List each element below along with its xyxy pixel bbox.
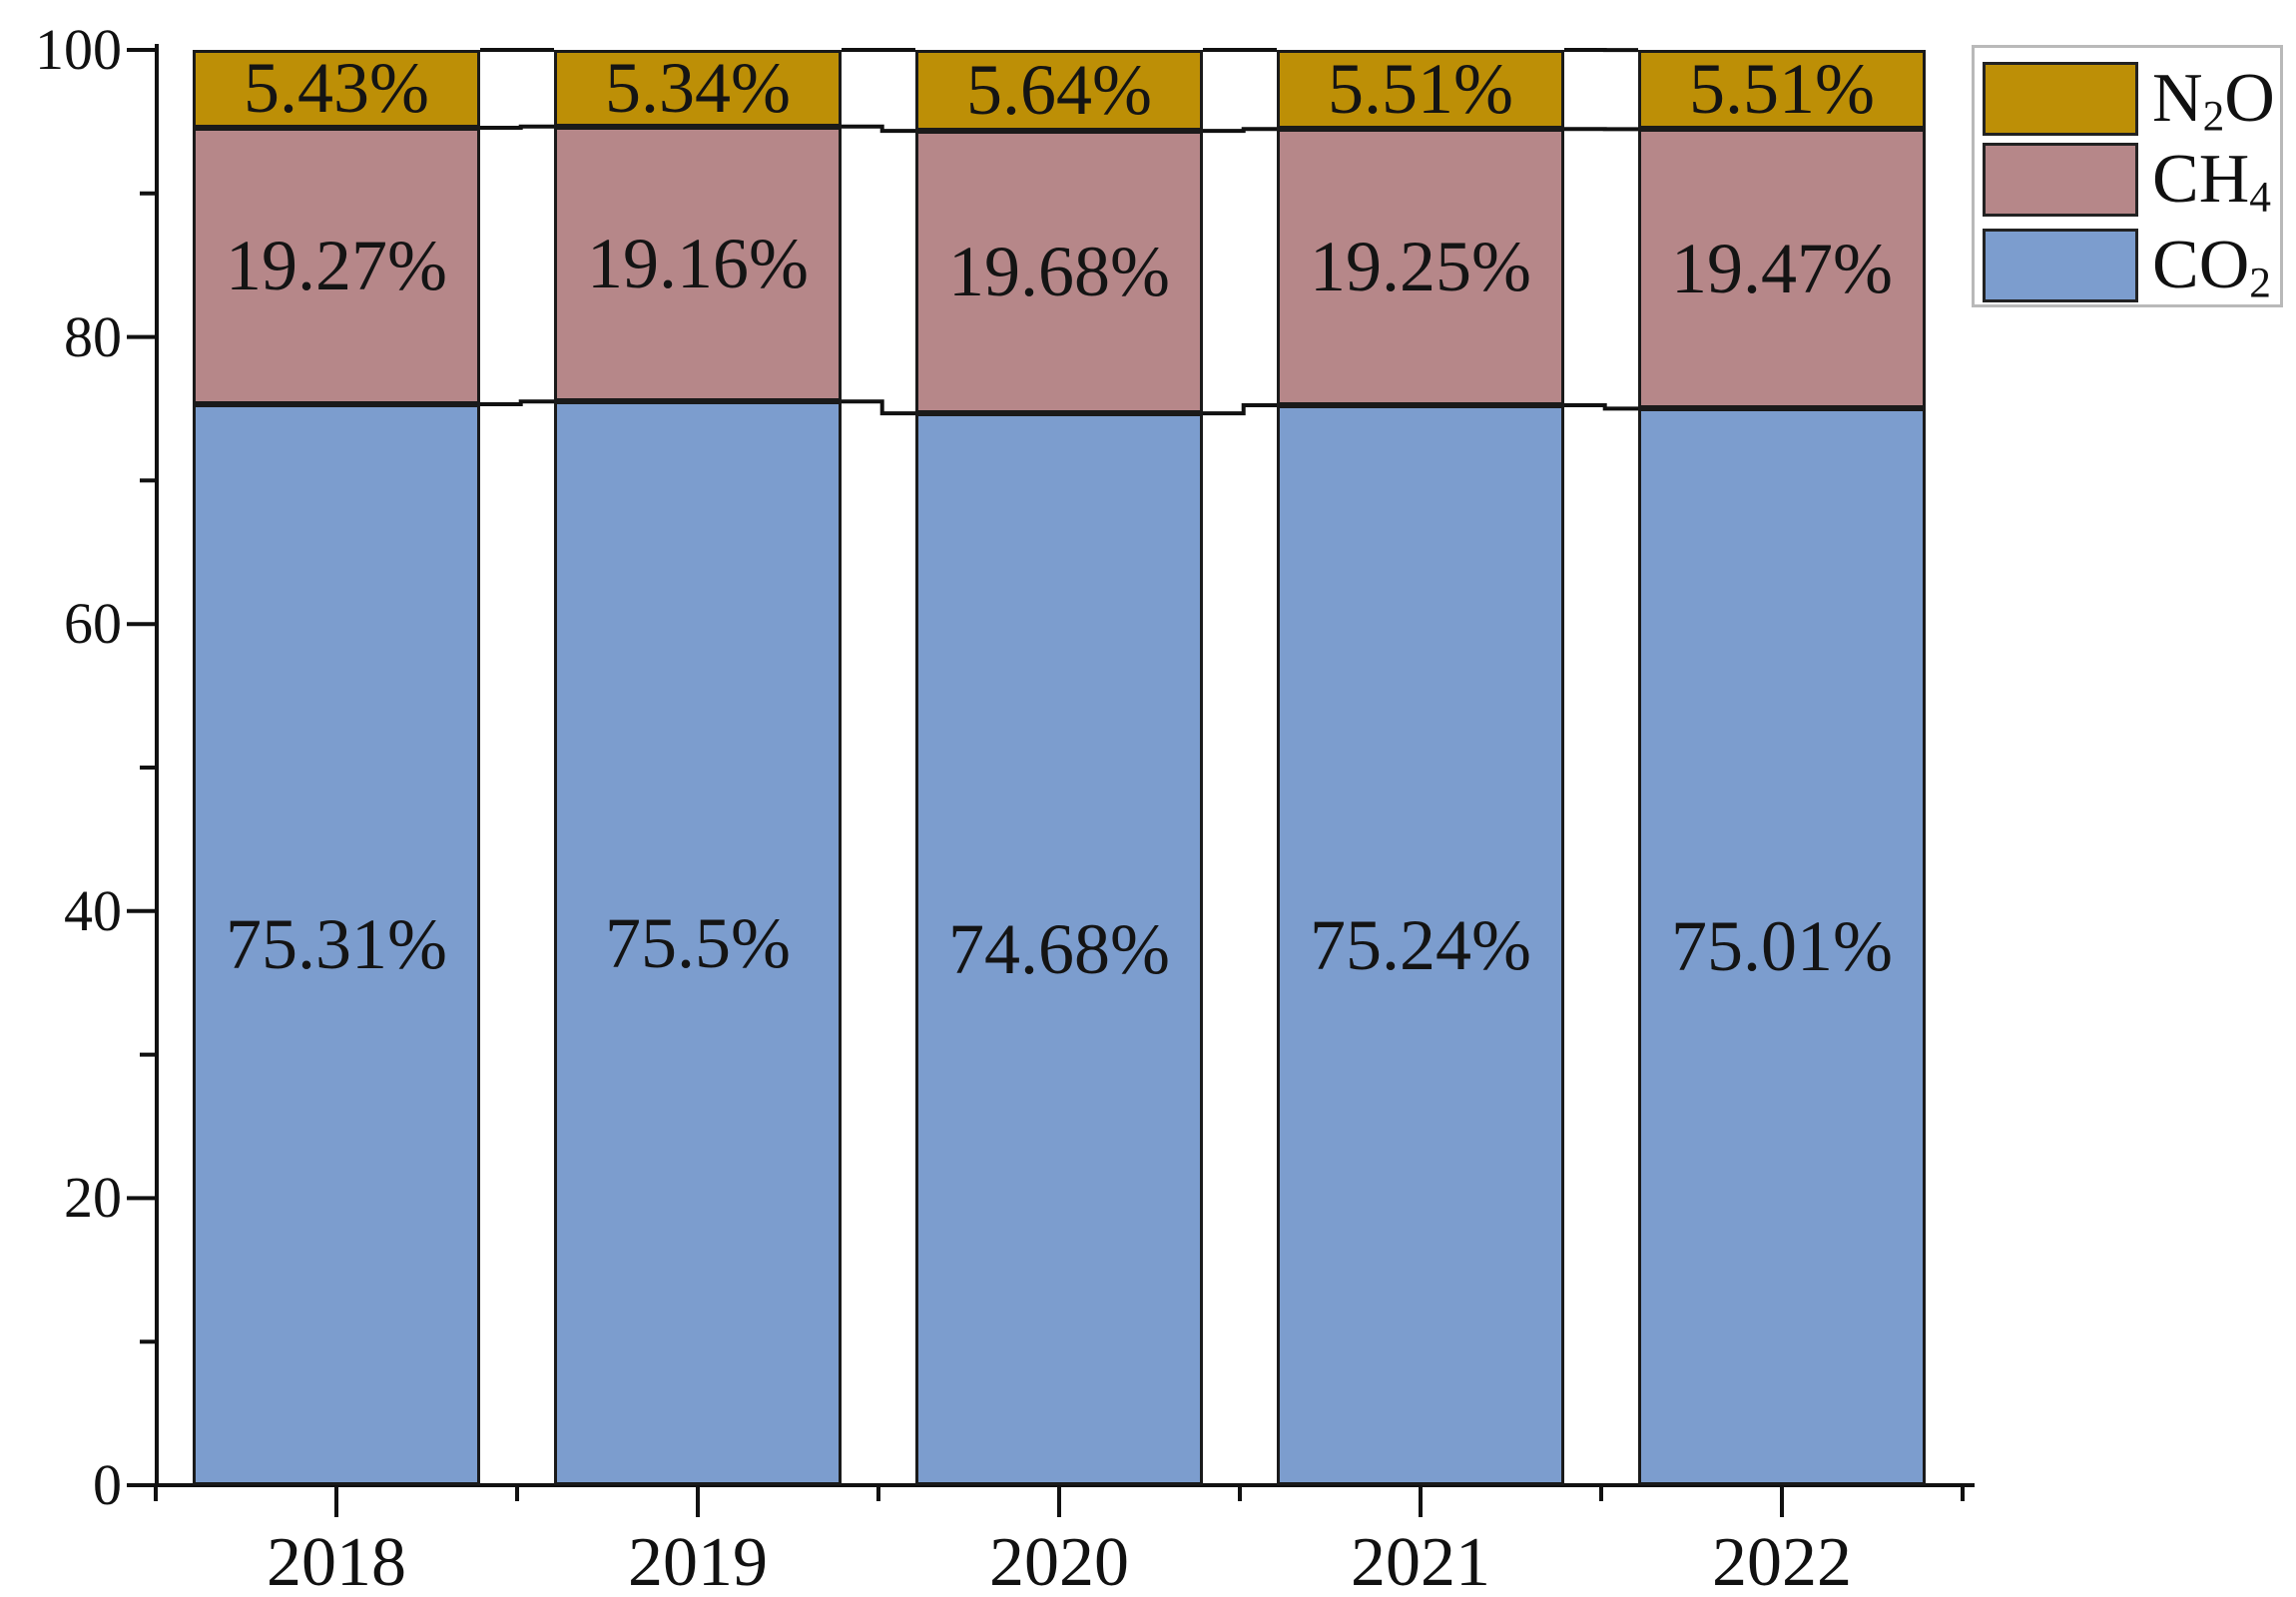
legend-label-part: 2 <box>2202 92 2225 141</box>
bar-2019-segment-CH4: 19.16% <box>554 126 842 402</box>
bar-2020-label-N2O: 5.64% <box>966 50 1152 131</box>
bar-2022-segment-N2O: 5.51% <box>1638 49 1926 130</box>
bar-2021-segment-N2O: 5.51% <box>1277 49 1564 130</box>
legend-label-part: N <box>2152 60 2203 137</box>
bar-2022-segment-CO2: 75.01% <box>1638 408 1926 1485</box>
x-tick-label-2020: 2020 <box>989 1524 1129 1597</box>
bar-2019-label-N2O: 5.34% <box>605 47 791 128</box>
bar-2021-label-CO2: 75.24% <box>1310 904 1531 985</box>
bar-2021-label-N2O: 5.51% <box>1328 49 1513 130</box>
legend-label-part: CH <box>2152 141 2250 218</box>
bar-2020-segment-CH4: 19.68% <box>915 131 1203 414</box>
legend-label-part: CO <box>2152 227 2250 303</box>
legend-label-N2O: N2O <box>2152 59 2275 141</box>
y-tick-label-100: 100 <box>35 17 122 82</box>
x-tick-label-2021: 2021 <box>1351 1524 1490 1597</box>
bar-2018-segment-N2O: 5.43% <box>193 48 480 129</box>
bar-2022-label-CO2: 75.01% <box>1671 906 1893 987</box>
bar-2022-label-N2O: 5.51% <box>1689 49 1875 130</box>
bar-2018-segment-CH4: 19.27% <box>193 127 480 405</box>
segment-connector-line <box>842 399 915 416</box>
y-tick-label-60: 60 <box>64 591 122 657</box>
bar-2021-segment-CH4: 19.25% <box>1277 129 1564 406</box>
bar-2020-label-CO2: 74.68% <box>948 908 1170 989</box>
legend-label-part: O <box>2224 60 2275 137</box>
bar-2019-label-CO2: 75.5% <box>605 902 791 983</box>
legend-label-part: 2 <box>2249 259 2271 307</box>
bar-2020-segment-CO2: 74.68% <box>915 413 1203 1485</box>
legend-label-CH4: CH4 <box>2152 140 2271 222</box>
segment-connector-line <box>480 399 554 407</box>
bar-2021-segment-CO2: 75.24% <box>1277 405 1564 1485</box>
legend: N2O CH4 CO2 <box>1972 45 2283 307</box>
bar-2019-label-CH4: 19.16% <box>587 224 809 304</box>
x-tick-label-2019: 2019 <box>628 1524 768 1597</box>
bar-2022-label-CH4: 19.47% <box>1671 228 1893 308</box>
y-tick-label-0: 0 <box>93 1452 122 1517</box>
y-tick-label-20: 20 <box>64 1165 122 1231</box>
legend-swatch-N2O <box>1983 62 2138 136</box>
bar-2019-segment-N2O: 5.34% <box>554 47 842 128</box>
segment-connector-line <box>842 124 915 134</box>
segment-connector-line <box>480 124 554 130</box>
bar-2022-segment-CH4: 19.47% <box>1638 129 1926 409</box>
bar-2021-label-CH4: 19.25% <box>1310 227 1531 307</box>
bar-2018-label-CO2: 75.31% <box>226 904 447 984</box>
segment-connector-line <box>1203 127 1277 134</box>
bar-2020-label-CH4: 19.68% <box>948 232 1170 312</box>
bar-2020-segment-N2O: 5.64% <box>915 50 1203 132</box>
legend-swatch-CH4 <box>1983 143 2138 217</box>
x-tick-label-2018: 2018 <box>267 1524 406 1597</box>
x-tick-label-2022: 2022 <box>1712 1524 1852 1597</box>
bar-2018-label-N2O: 5.43% <box>244 48 429 129</box>
bar-2018-label-CH4: 19.27% <box>226 225 447 305</box>
bar-2019-segment-CO2: 75.5% <box>554 401 842 1485</box>
segment-connector-line <box>1564 403 1638 411</box>
y-tick-label-80: 80 <box>64 303 122 369</box>
bar-2018-segment-CO2: 75.31% <box>193 404 480 1485</box>
legend-label-part: 4 <box>2249 173 2271 222</box>
segment-connector-line <box>1203 403 1277 416</box>
legend-label-CO2: CO2 <box>2152 226 2271 307</box>
legend-swatch-CO2 <box>1983 229 2138 302</box>
y-tick-label-40: 40 <box>64 877 122 943</box>
